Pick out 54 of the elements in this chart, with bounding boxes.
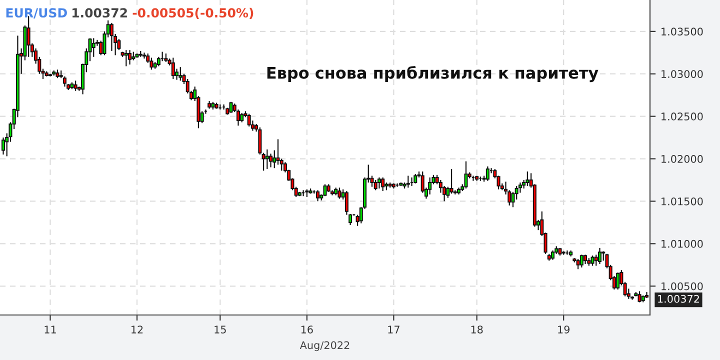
x-tick-label: 12 (132, 326, 143, 334)
candlestick (142, 52, 146, 60)
x-tick-label: 15 (214, 326, 226, 334)
candlestick (178, 66, 182, 82)
y-tick-label: 1.03500 (662, 28, 703, 36)
candlestick (590, 255, 594, 266)
text: 1.00372 (658, 294, 699, 303)
candlestick (381, 176, 385, 192)
candlestick (247, 113, 251, 128)
candlestick (450, 168, 454, 194)
x-tick-label: 17 (388, 326, 400, 334)
candlestick (156, 56, 160, 67)
y-tick-label: 1.02000 (662, 155, 703, 163)
candlestick (374, 179, 378, 191)
candlestick (594, 254, 598, 266)
y-tick-label: 1.02500 (662, 112, 703, 120)
x-tick-label: 19 (558, 326, 570, 334)
x-tick-label: 16 (301, 326, 313, 334)
candlestick (464, 160, 468, 190)
candlestick (92, 38, 96, 58)
candlestick (414, 174, 418, 184)
candlestick (316, 190, 320, 202)
candlestick (576, 258, 580, 270)
candlestick (124, 50, 128, 67)
x-tick-label: 11 (44, 326, 56, 334)
annotation: Евро снова приблизился к паритету (267, 66, 598, 82)
candlestick (265, 148, 269, 170)
candlestick (616, 272, 620, 290)
candlestick (74, 80, 78, 92)
candlestick (2, 136, 6, 156)
text: EUR/USD 1.00372 -0.00505(-0.50%) (6, 8, 254, 20)
candlestick (150, 57, 154, 70)
candlestick (171, 57, 175, 80)
x-axis-title: Aug/2022 (300, 341, 350, 352)
candlestick (338, 187, 342, 200)
y-tick-label: 1.03000 (662, 70, 703, 78)
candlestick (240, 112, 244, 123)
candlestick (584, 254, 588, 265)
y-tick-label: 1.01000 (662, 240, 703, 248)
candlestick (269, 153, 273, 168)
candlestick (598, 247, 602, 265)
y-tick-label: 1.01500 (662, 197, 703, 206)
candlestick (486, 166, 490, 182)
y-tick-label: 1.00500 (662, 282, 703, 290)
candlestick (110, 22, 114, 52)
candlestick (551, 250, 555, 260)
candlestick (526, 170, 530, 186)
candlestick (638, 290, 642, 303)
candlestick (428, 176, 432, 195)
candlestick (377, 176, 381, 190)
candlestick (580, 254, 584, 268)
candlestick (406, 175, 410, 188)
candlestick (128, 50, 132, 66)
x-tick-label: 18 (471, 326, 483, 334)
